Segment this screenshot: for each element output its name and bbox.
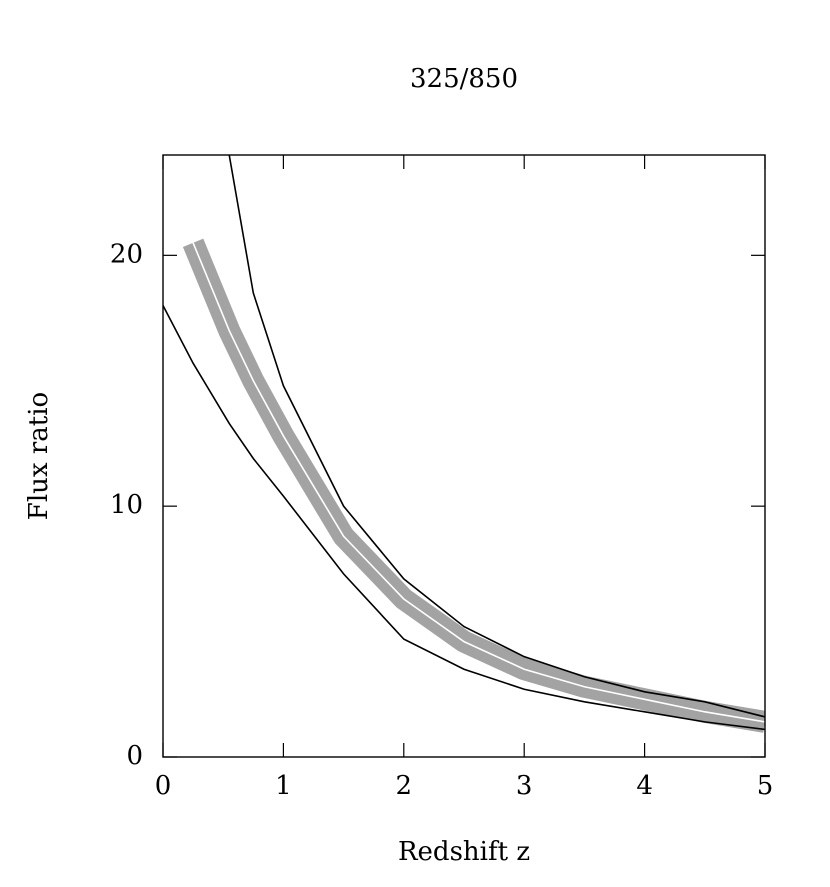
- density-band: [182, 238, 765, 733]
- x-tick-label: 4: [636, 771, 653, 801]
- y-tick-label: 10: [110, 490, 143, 520]
- series-line: [192, 242, 765, 723]
- y-tick-label: 20: [110, 239, 143, 269]
- x-axis-label: Redshift z: [398, 837, 530, 867]
- x-tick-label: 1: [275, 771, 292, 801]
- series-line: [163, 305, 765, 731]
- plot-frame: [162, 154, 766, 758]
- y-axis-label: Flux ratio: [24, 392, 54, 520]
- y-tick-label: 0: [126, 741, 143, 771]
- x-tick-label: 0: [155, 771, 172, 801]
- x-tick-label: 3: [516, 771, 533, 801]
- x-tick-label: 2: [396, 771, 413, 801]
- x-tick-label: 5: [757, 771, 774, 801]
- chart-title: 325/850: [410, 64, 518, 94]
- series-line: [228, 155, 765, 718]
